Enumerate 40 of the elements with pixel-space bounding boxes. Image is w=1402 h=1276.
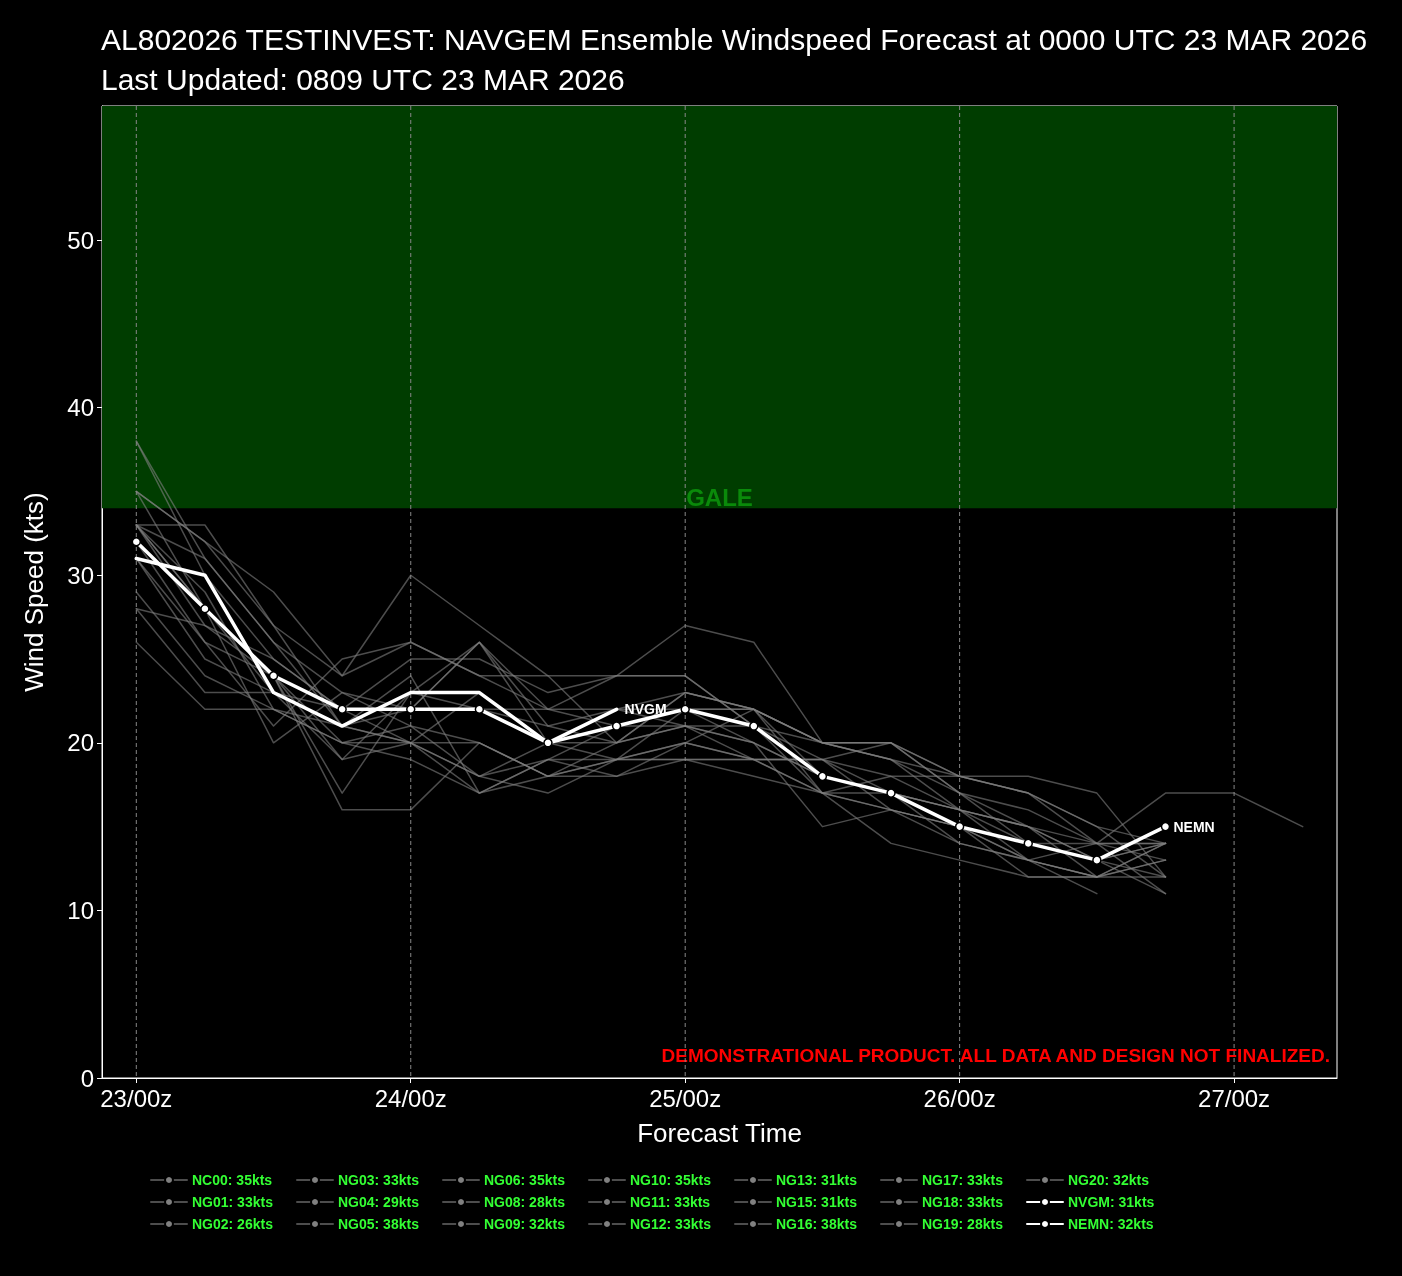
- band-label: GALE: [686, 483, 753, 511]
- legend-label: NG02: 26kts: [192, 1216, 274, 1232]
- y-tick-label: 10: [67, 896, 94, 924]
- x-tick-label: 25/00z: [649, 1084, 722, 1112]
- annotation: DEMONSTRATIONAL PRODUCT. ALL DATA AND DESIGN NOT FINALIZED.: [661, 1045, 1330, 1066]
- legend-label: NG06: 35kts: [484, 1172, 566, 1188]
- y-axis-title: Wind Speed (kts): [19, 492, 49, 692]
- y-tick-label: 40: [67, 394, 94, 422]
- legend-label: NEMN: 32kts: [1068, 1216, 1154, 1232]
- x-tick-label: 27/00z: [1198, 1084, 1271, 1112]
- legend-label: NG18: 33kts: [922, 1194, 1004, 1210]
- x-tick-label: 24/00z: [374, 1084, 447, 1112]
- y-tick-label: 20: [67, 729, 94, 757]
- legend-label: NG09: 32kts: [484, 1216, 566, 1232]
- annotation: NVGM: [624, 701, 667, 718]
- legend-label: NG17: 33kts: [922, 1172, 1004, 1188]
- legend-label: NG20: 32kts: [1068, 1172, 1150, 1188]
- legend-label: NVGM: 31kts: [1068, 1194, 1155, 1210]
- x-tick-label: 26/00z: [923, 1084, 996, 1112]
- chart-subtitle: Last Updated: 0809 UTC 23 MAR 2026: [101, 62, 625, 96]
- legend-label: NG10: 35kts: [630, 1172, 712, 1188]
- legend-label: NG01: 33kts: [192, 1194, 274, 1210]
- legend-label: NG19: 28kts: [922, 1216, 1004, 1232]
- chart-title: AL802026 TESTINVEST: NAVGEM Ensemble Windspeed Forecast at 0000 UTC 23 MAR 2026: [101, 22, 1368, 56]
- legend-label: NG11: 33kts: [630, 1194, 711, 1210]
- legend-label: NG13: 31kts: [776, 1172, 858, 1188]
- legend-label: NC00: 35kts: [192, 1172, 273, 1188]
- legend-label: NG04: 29kts: [338, 1194, 420, 1210]
- legend-label: NG05: 38kts: [338, 1216, 420, 1232]
- x-tick-label: 23/00z: [100, 1084, 173, 1112]
- legend-label: NG15: 31kts: [776, 1194, 858, 1210]
- legend-label: NG16: 38kts: [776, 1216, 858, 1232]
- legend-label: NG12: 33kts: [630, 1216, 712, 1232]
- y-tick-label: 50: [67, 226, 94, 254]
- legend-label: NG03: 33kts: [338, 1172, 420, 1188]
- legend-label: NG08: 28kts: [484, 1194, 566, 1210]
- y-tick-label: 0: [80, 1064, 94, 1092]
- annotation: NEMN: [1173, 818, 1215, 835]
- y-tick-label: 30: [67, 561, 94, 589]
- x-axis-title: Forecast Time: [637, 1118, 802, 1148]
